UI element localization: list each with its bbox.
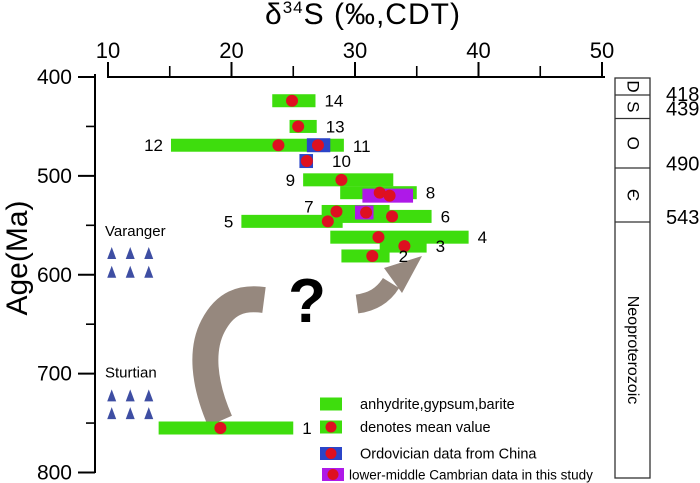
curved-arrow-right-shaft — [355, 277, 400, 314]
legend-label-3: lower-middle Cambrian data in this study — [349, 468, 593, 483]
glacial-triangle-varanger-0-2 — [144, 246, 154, 259]
y-axis-tick-label-400: 400 — [37, 66, 72, 89]
glaciation-label-varanger: Varanger — [105, 223, 166, 240]
bar-8-label: 8 — [426, 184, 435, 203]
glaciation-label-sturtian: Sturtian — [105, 365, 157, 382]
strat-cell-label-Neoproterozoic: Neoproterozoic — [624, 296, 641, 405]
bar-4-mean-dot — [372, 231, 385, 244]
legend-swatch-green — [320, 397, 342, 411]
delta-symbol: δ — [265, 0, 283, 31]
glacial-triangle-sturtian-0-2 — [144, 389, 154, 402]
bar-2-mean-dot — [366, 249, 379, 262]
bar-7-mean-dot — [330, 205, 343, 218]
y-axis-label: Age(Ma) — [1, 200, 34, 316]
bar-9-mean-dot — [335, 173, 348, 186]
curved-arrow-left — [192, 286, 266, 427]
y-axis-tick-label-800: 800 — [37, 462, 72, 483]
bar-9-range — [303, 173, 394, 187]
strat-boundary-age-543: 543 — [666, 207, 699, 229]
glacial-triangle-sturtian-1-1 — [125, 407, 135, 420]
bar-1-label: 1 — [302, 419, 311, 438]
bar-4-range — [330, 230, 469, 244]
glacial-triangle-varanger-0-1 — [125, 246, 135, 259]
legend-swatch-dot-2 — [325, 448, 337, 459]
glacial-triangle-sturtian-0-1 — [125, 389, 135, 402]
strat-cell-label-O: O — [624, 137, 643, 150]
title-rest: S (‰,CDT) — [303, 0, 461, 31]
y-axis-tick-label-600: 600 — [37, 264, 72, 287]
glacial-triangle-varanger-0-0 — [107, 246, 117, 259]
glacial-triangle-sturtian-1-0 — [107, 407, 117, 420]
strat-boundary-age-490: 490 — [666, 154, 699, 176]
bar-8-mean-dot — [373, 186, 386, 199]
bar-5-mean-dot — [321, 215, 334, 228]
x-axis-tick-label-20: 20 — [219, 38, 243, 63]
bar-6-label: 6 — [441, 207, 450, 226]
bar-7-label: 7 — [304, 197, 313, 216]
bar-11-label: 11 — [353, 137, 371, 156]
bar-2-label: 2 — [399, 247, 408, 266]
bar-10-blue-mean-dot — [300, 155, 313, 168]
strat-column-frame — [614, 77, 651, 479]
bar-5-range — [241, 214, 343, 228]
bar-13-label: 13 — [326, 117, 345, 136]
x-axis-tick-label-50: 50 — [590, 38, 614, 63]
glacial-triangle-varanger-1-1 — [125, 265, 135, 278]
strat-boundary-age-439: 439 — [666, 99, 699, 121]
bar-12-range — [170, 138, 344, 152]
bar-12-blue-mean-dot — [311, 139, 324, 152]
glacial-triangle-varanger-1-2 — [144, 265, 154, 278]
bar-10-label: 10 — [332, 152, 351, 171]
y-axis-tick-label-500: 500 — [37, 165, 72, 188]
bar-2-range — [341, 249, 390, 263]
strat-cell-label-D: D — [624, 80, 643, 92]
bar-12-label: 12 — [144, 136, 163, 155]
glacial-triangle-sturtian-1-2 — [144, 407, 154, 420]
chart-title: δ34S (‰,CDT) — [208, 0, 518, 32]
bar-8-purple-mean-dot — [383, 189, 396, 202]
bar-3-mean-dot — [398, 240, 411, 253]
legend-swatch-dot-1 — [325, 421, 337, 433]
isotope-superscript: 34 — [282, 0, 304, 17]
question-mark: ? — [288, 267, 326, 336]
glacial-triangle-varanger-1-0 — [107, 265, 117, 278]
legend-label-1: denotes mean value — [360, 420, 491, 436]
y-axis-tick-label-700: 700 — [37, 363, 72, 386]
curved-arrow-right-head — [384, 256, 422, 293]
strat-cell-label-S: S — [624, 101, 643, 112]
bar-7-purple-mean-dot — [360, 206, 373, 219]
bar-6-mean-dot — [386, 210, 399, 223]
bar-1-mean-dot — [214, 422, 227, 435]
glacial-triangle-sturtian-0-0 — [107, 389, 117, 402]
x-axis-tick-label-10: 10 — [96, 38, 120, 63]
x-axis-tick-label-30: 30 — [343, 38, 367, 63]
bar-5-label: 5 — [224, 212, 233, 231]
bar-13-mean-dot — [292, 120, 305, 133]
strat-boundary-age-418: 418 — [666, 84, 699, 106]
bar-9-label: 9 — [286, 171, 295, 190]
legend-label-2: Ordovician data from China — [360, 447, 537, 463]
x-axis-tick-label-40: 40 — [466, 38, 490, 63]
bar-4-label: 4 — [478, 228, 487, 247]
legend-label-0: anhydrite,gypsum,barite — [360, 397, 515, 413]
legend-swatch-dot-3 — [327, 469, 339, 480]
bar-3-label: 3 — [436, 237, 445, 256]
bar-14-mean-dot — [286, 94, 299, 107]
bar-14-label: 14 — [324, 92, 343, 111]
bar-12-mean-dot — [272, 139, 285, 152]
strat-cell-label-Є: Є — [624, 189, 643, 201]
